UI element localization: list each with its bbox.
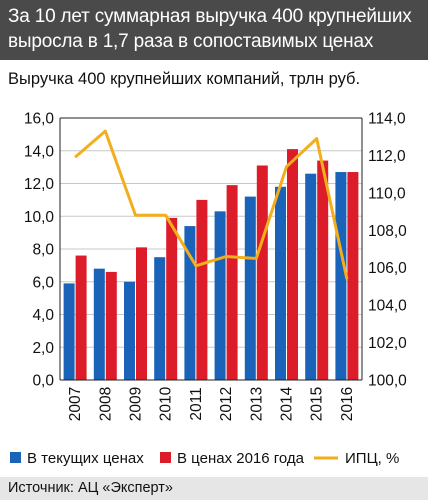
bar-current-prices [335, 172, 347, 380]
x-axis-ticks: 2007 2008 2009 2010 2011 2012 2013 2014 2015 2016 [67, 386, 356, 421]
left-tick-label: 12,0 [24, 176, 55, 193]
legend-swatch-current [10, 452, 21, 463]
right-axis-ticks: 100,0 102,0 104,0 106,0 108,0 110,0 112,0 114,0 [368, 111, 407, 390]
right-tick-label: 106,0 [368, 260, 407, 277]
bar-2016-prices [287, 149, 298, 380]
left-tick-label: 2,0 [32, 340, 54, 357]
revenue-chart: 0,0 2,0 4,0 6,0 8,0 10,0 12,0 14,0 16,0 100,0 102… [10, 111, 407, 467]
cpi-line [74, 129, 349, 280]
legend-swatch-2016 [160, 452, 171, 463]
left-tick-label: 14,0 [24, 143, 55, 160]
grid-lines [60, 150, 362, 348]
x-tick-label: 2007 [67, 387, 84, 421]
bar-current-prices [124, 281, 135, 380]
x-tick-label: 2014 [279, 386, 296, 421]
bar-2016-prices [105, 271, 117, 380]
legend: В текущих ценах В ценах 2016 года ИПЦ, % [10, 450, 399, 467]
legend-label-2016: В ценах 2016 года [177, 450, 305, 467]
legend-label-current: В текущих ценах [27, 450, 144, 467]
left-tick-label: 8,0 [32, 242, 54, 259]
bar-current-prices [305, 173, 317, 380]
right-tick-label: 102,0 [368, 335, 407, 352]
x-tick-label: 2016 [339, 387, 356, 421]
right-tick-label: 110,0 [368, 185, 406, 202]
bar-2016-prices [347, 172, 359, 380]
bar-current-prices [244, 196, 256, 380]
left-tick-label: 10,0 [24, 209, 55, 226]
bar-current-prices [184, 226, 196, 380]
bar-2016-prices [166, 217, 178, 380]
chart-subtitle: Выручка 400 крупнейших компаний, трлн ру… [8, 70, 361, 88]
left-tick-label: 4,0 [32, 307, 54, 324]
right-tick-label: 114,0 [368, 111, 406, 128]
x-tick-label: 2010 [158, 386, 175, 421]
x-tick-label: 2011 [188, 387, 205, 420]
bar-current-prices [275, 186, 286, 380]
x-tick-label: 2015 [309, 387, 326, 421]
title-line-1: За 10 лет суммарная выручка 400 крупнейш… [8, 6, 412, 27]
cpi-line-group [74, 129, 349, 280]
bar-2016-prices [256, 165, 268, 380]
right-tick-label: 104,0 [368, 298, 407, 315]
x-tick-label: 2008 [97, 387, 114, 421]
bar-2016-prices [196, 199, 208, 380]
right-tick-label: 108,0 [368, 223, 407, 240]
left-tick-label: 0,0 [32, 373, 54, 390]
left-axis-ticks: 0,0 2,0 4,0 6,0 8,0 10,0 12,0 14,0 16,0 [24, 111, 55, 390]
bar-2016-prices [136, 247, 147, 380]
legend-label-cpi: ИПЦ, % [345, 450, 399, 467]
bar-current-prices [93, 268, 105, 380]
bar-2016-prices [75, 255, 87, 380]
axes [59, 117, 363, 381]
right-tick-label: 112,0 [368, 148, 406, 165]
title-line-2: выросла в 1,7 раза в сопоставимых ценах [8, 31, 374, 52]
bar-current-prices [214, 211, 226, 380]
bar-current-prices [63, 283, 75, 380]
x-tick-label: 2012 [218, 387, 235, 421]
right-tick-label: 100,0 [368, 373, 407, 390]
left-tick-label: 6,0 [32, 274, 54, 291]
source-footer: Источник: АЦ «Эксперт» [0, 477, 428, 500]
x-tick-label: 2009 [128, 387, 145, 421]
source-text: Источник: АЦ «Эксперт» [8, 480, 173, 496]
bar-current-prices [154, 257, 166, 380]
bar-2016-prices [317, 160, 329, 380]
title-banner: За 10 лет суммарная выручка 400 крупнейш… [0, 0, 428, 60]
bars [63, 149, 359, 380]
left-tick-label: 16,0 [24, 111, 55, 128]
bar-2016-prices [226, 185, 238, 380]
x-tick-label: 2013 [248, 387, 265, 421]
